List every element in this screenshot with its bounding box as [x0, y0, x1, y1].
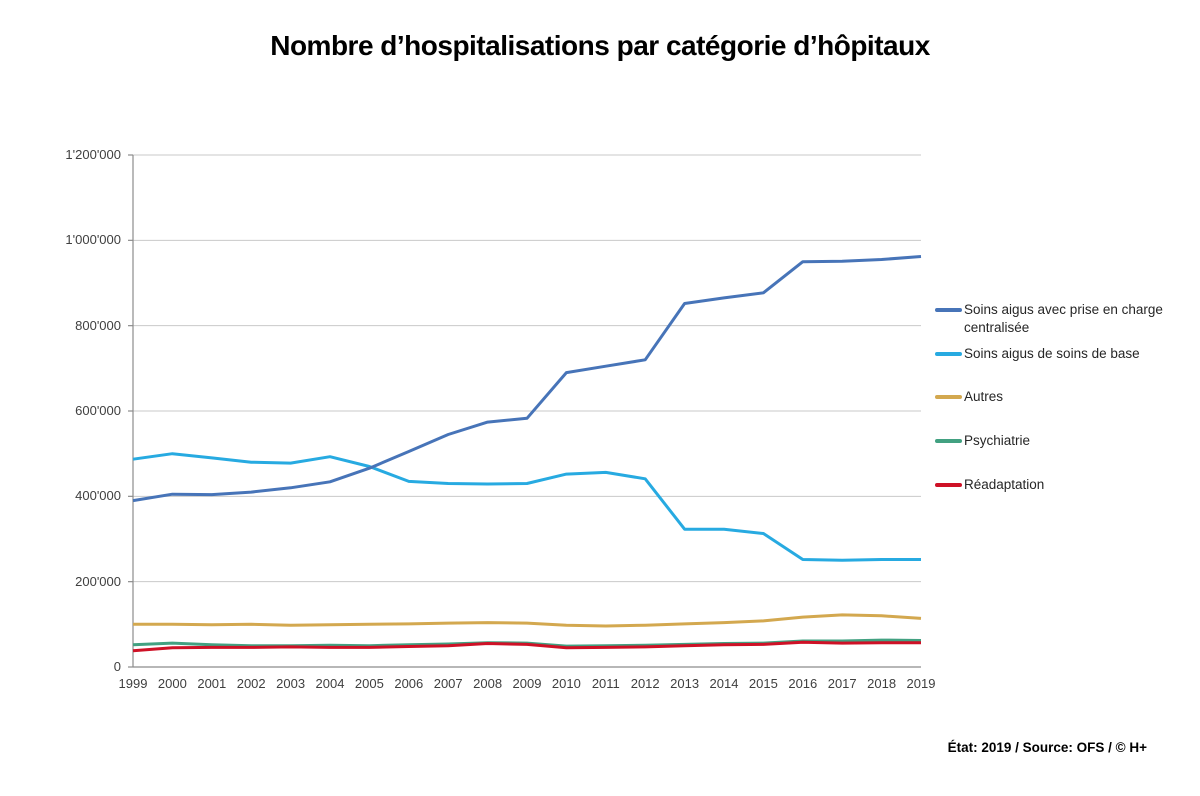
y-tick-label: 400'000 — [75, 488, 121, 504]
legend-item-1: Soins aigus avec prise en charge central… — [935, 301, 1164, 337]
x-tick-label: 2015 — [748, 676, 778, 691]
y-tick-label: 200'000 — [75, 573, 121, 589]
x-tick-label: 1999 — [118, 676, 148, 691]
x-tick-label: 2014 — [709, 676, 739, 691]
y-tick-label: 800'000 — [75, 317, 121, 333]
x-tick-label: 2001 — [197, 676, 227, 691]
series-line-5 — [132, 640, 921, 653]
y-tick-label: 600'000 — [75, 403, 121, 418]
legend-item-5: Réadaptation — [935, 476, 1164, 494]
legend-line-marker — [935, 439, 962, 443]
x-tick-label: 2016 — [788, 676, 818, 691]
legend-item-4: Psychiatrie — [935, 432, 1164, 450]
legend-label: Psychiatrie — [964, 433, 1031, 448]
legend-item-2: Soins aigus de soins de base — [935, 345, 1164, 363]
legend-line-marker — [935, 308, 962, 312]
y-tick-label: 1'000'000 — [65, 232, 121, 248]
legend-line-marker — [935, 483, 962, 487]
legend-line-marker — [935, 395, 962, 399]
x-tick-label: 2017 — [827, 676, 857, 691]
x-tick-label: 2003 — [276, 676, 306, 691]
legend-label: Soins aigus avec prise en charge central… — [964, 302, 1163, 335]
x-tick-label: 2005 — [354, 676, 384, 691]
legend-label: Autres — [964, 389, 1004, 404]
x-tick-label: 2010 — [551, 676, 581, 691]
x-tick-label: 2009 — [512, 676, 542, 691]
y-tick-label: 0 — [113, 659, 121, 674]
x-tick-label: 2011 — [591, 676, 620, 691]
x-tick-label: 2019 — [906, 676, 936, 691]
y-tick-label: 1'200'000 — [65, 147, 121, 162]
x-tick-label: 2008 — [473, 676, 503, 691]
x-tick-label: 2012 — [630, 676, 660, 691]
series-line-2 — [132, 452, 921, 562]
series-line-3 — [133, 613, 922, 628]
source-note: État: 2019 / Source: OFS / © H+ — [947, 740, 1147, 755]
x-tick-label: 2007 — [433, 676, 463, 691]
x-tick-label: 2000 — [157, 676, 187, 691]
legend-item-3: Autres — [935, 388, 1164, 406]
series-line-1 — [132, 255, 922, 503]
line-chart-plot-area — [128, 154, 922, 668]
x-tick-label: 2006 — [394, 676, 424, 691]
x-tick-label: 2004 — [315, 676, 345, 691]
x-tick-label: 2002 — [236, 676, 266, 691]
legend-line-marker — [935, 352, 962, 356]
legend-label: Soins aigus de soins de base — [964, 346, 1140, 361]
x-tick-label: 2013 — [670, 676, 700, 691]
legend-label: Réadaptation — [964, 477, 1045, 492]
chart-title: Nombre d’hospitalisations par catégorie … — [270, 30, 930, 61]
x-tick-label: 2018 — [867, 676, 897, 691]
